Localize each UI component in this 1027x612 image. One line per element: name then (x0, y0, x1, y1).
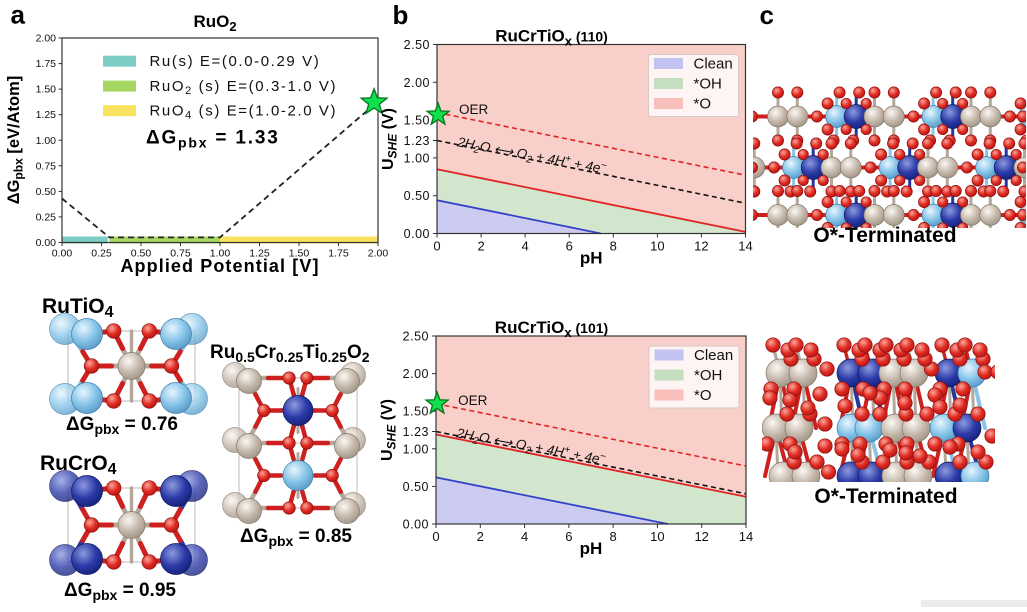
svg-text:RuO2 (s) E=(0.3-1.0 V): RuO2 (s) E=(0.3-1.0 V) (150, 78, 338, 97)
svg-text:RuCrO4: RuCrO4 (40, 452, 117, 478)
svg-text:12: 12 (694, 239, 708, 254)
svg-text:0.50: 0.50 (404, 189, 430, 203)
svg-text:1.23: 1.23 (404, 134, 430, 148)
svg-text:1.25: 1.25 (36, 109, 57, 121)
svg-text:2.50: 2.50 (404, 38, 430, 52)
svg-text:14: 14 (738, 239, 752, 254)
svg-text:14: 14 (739, 529, 753, 544)
svg-text:0: 0 (432, 529, 439, 544)
svg-text:RuO4 (s) E=(1.0-2.0 V): RuO4 (s) E=(1.0-2.0 V) (150, 103, 338, 122)
svg-text:pH: pH (580, 249, 603, 268)
svg-text:Applied Potential [V]: Applied Potential [V] (120, 256, 319, 276)
svg-text:b: b (393, 0, 409, 30)
svg-text:1.75: 1.75 (328, 248, 349, 260)
svg-text:1.75: 1.75 (36, 58, 57, 70)
svg-text:RuTiO4: RuTiO4 (42, 295, 114, 321)
svg-text:12: 12 (694, 529, 708, 544)
svg-text:1.00: 1.00 (36, 135, 57, 147)
svg-text:0.50: 0.50 (403, 480, 429, 494)
svg-text:*OH: *OH (694, 76, 722, 93)
svg-text:c: c (760, 0, 774, 30)
svg-text:1.00: 1.00 (403, 442, 429, 456)
svg-text:RuCrTiOx (101): RuCrTiOx (101) (495, 318, 608, 340)
svg-text:0.50: 0.50 (131, 248, 152, 260)
svg-text:10: 10 (650, 529, 664, 544)
svg-text:0.00: 0.00 (36, 237, 57, 249)
svg-text:USHE (V): USHE (V) (379, 399, 399, 461)
svg-text:4: 4 (521, 239, 528, 254)
svg-text:1.00: 1.00 (404, 151, 430, 165)
svg-text:4: 4 (521, 529, 528, 544)
svg-text:2: 2 (477, 239, 484, 254)
svg-text:10: 10 (650, 239, 664, 254)
svg-text:2: 2 (477, 529, 484, 544)
svg-text:2.00: 2.00 (404, 76, 430, 90)
svg-text:ΔGpbx [eV/Atom]: ΔGpbx [eV/Atom] (5, 76, 26, 205)
svg-text:a: a (11, 0, 26, 30)
svg-text:O*-Terminated: O*-Terminated (813, 224, 956, 247)
svg-text:2.00: 2.00 (368, 248, 389, 260)
svg-text:0.75: 0.75 (170, 248, 191, 260)
svg-text:1.50: 1.50 (289, 248, 310, 260)
svg-text:6: 6 (566, 239, 573, 254)
svg-text:ΔGpbx = 0.76: ΔGpbx = 0.76 (66, 414, 178, 437)
svg-text:Ru(s) E=(0.0-0.29 V): Ru(s) E=(0.0-0.29 V) (150, 53, 321, 70)
svg-text:ΔGpbx = 0.95: ΔGpbx = 0.95 (64, 580, 176, 603)
svg-text:O*-Terminated: O*-Terminated (814, 485, 957, 508)
svg-text:RuO2: RuO2 (193, 12, 236, 34)
svg-text:1.23: 1.23 (403, 425, 429, 439)
svg-text:1.50: 1.50 (36, 84, 57, 96)
svg-text:1.25: 1.25 (249, 248, 270, 260)
svg-text:ΔGpbx = 0.85: ΔGpbx = 0.85 (240, 526, 352, 549)
svg-text:Clean: Clean (694, 347, 733, 364)
svg-text:RuCrTiOx (110): RuCrTiOx (110) (495, 27, 608, 49)
svg-text:2.50: 2.50 (403, 330, 429, 344)
svg-text:1.50: 1.50 (403, 405, 429, 419)
svg-text:0.50: 0.50 (36, 186, 57, 198)
svg-text:0.00: 0.00 (52, 248, 73, 260)
svg-text:6: 6 (565, 529, 572, 544)
svg-text:*O: *O (694, 96, 712, 113)
svg-text:pH: pH (580, 539, 603, 558)
svg-text:8: 8 (609, 529, 616, 544)
svg-text:USHE (V): USHE (V) (380, 108, 400, 170)
svg-text:OER: OER (459, 102, 489, 117)
svg-text:*OH: *OH (694, 367, 722, 384)
svg-text:1.50: 1.50 (404, 114, 430, 128)
svg-text:1.00: 1.00 (210, 248, 231, 260)
svg-text:ΔGpbx = 1.33: ΔGpbx = 1.33 (146, 128, 280, 151)
svg-text:OER: OER (458, 393, 488, 408)
svg-text:2.00: 2.00 (36, 33, 57, 45)
svg-text:8: 8 (610, 239, 617, 254)
svg-text:0.00: 0.00 (404, 227, 430, 241)
svg-text:0.25: 0.25 (91, 248, 112, 260)
svg-text:0.75: 0.75 (36, 160, 57, 172)
svg-text:0.00: 0.00 (403, 518, 429, 532)
svg-text:*O: *O (694, 387, 712, 404)
svg-text:2.00: 2.00 (403, 367, 429, 381)
svg-text:0.25: 0.25 (36, 211, 57, 223)
svg-text:Clean: Clean (694, 56, 733, 73)
svg-text:0: 0 (433, 239, 440, 254)
